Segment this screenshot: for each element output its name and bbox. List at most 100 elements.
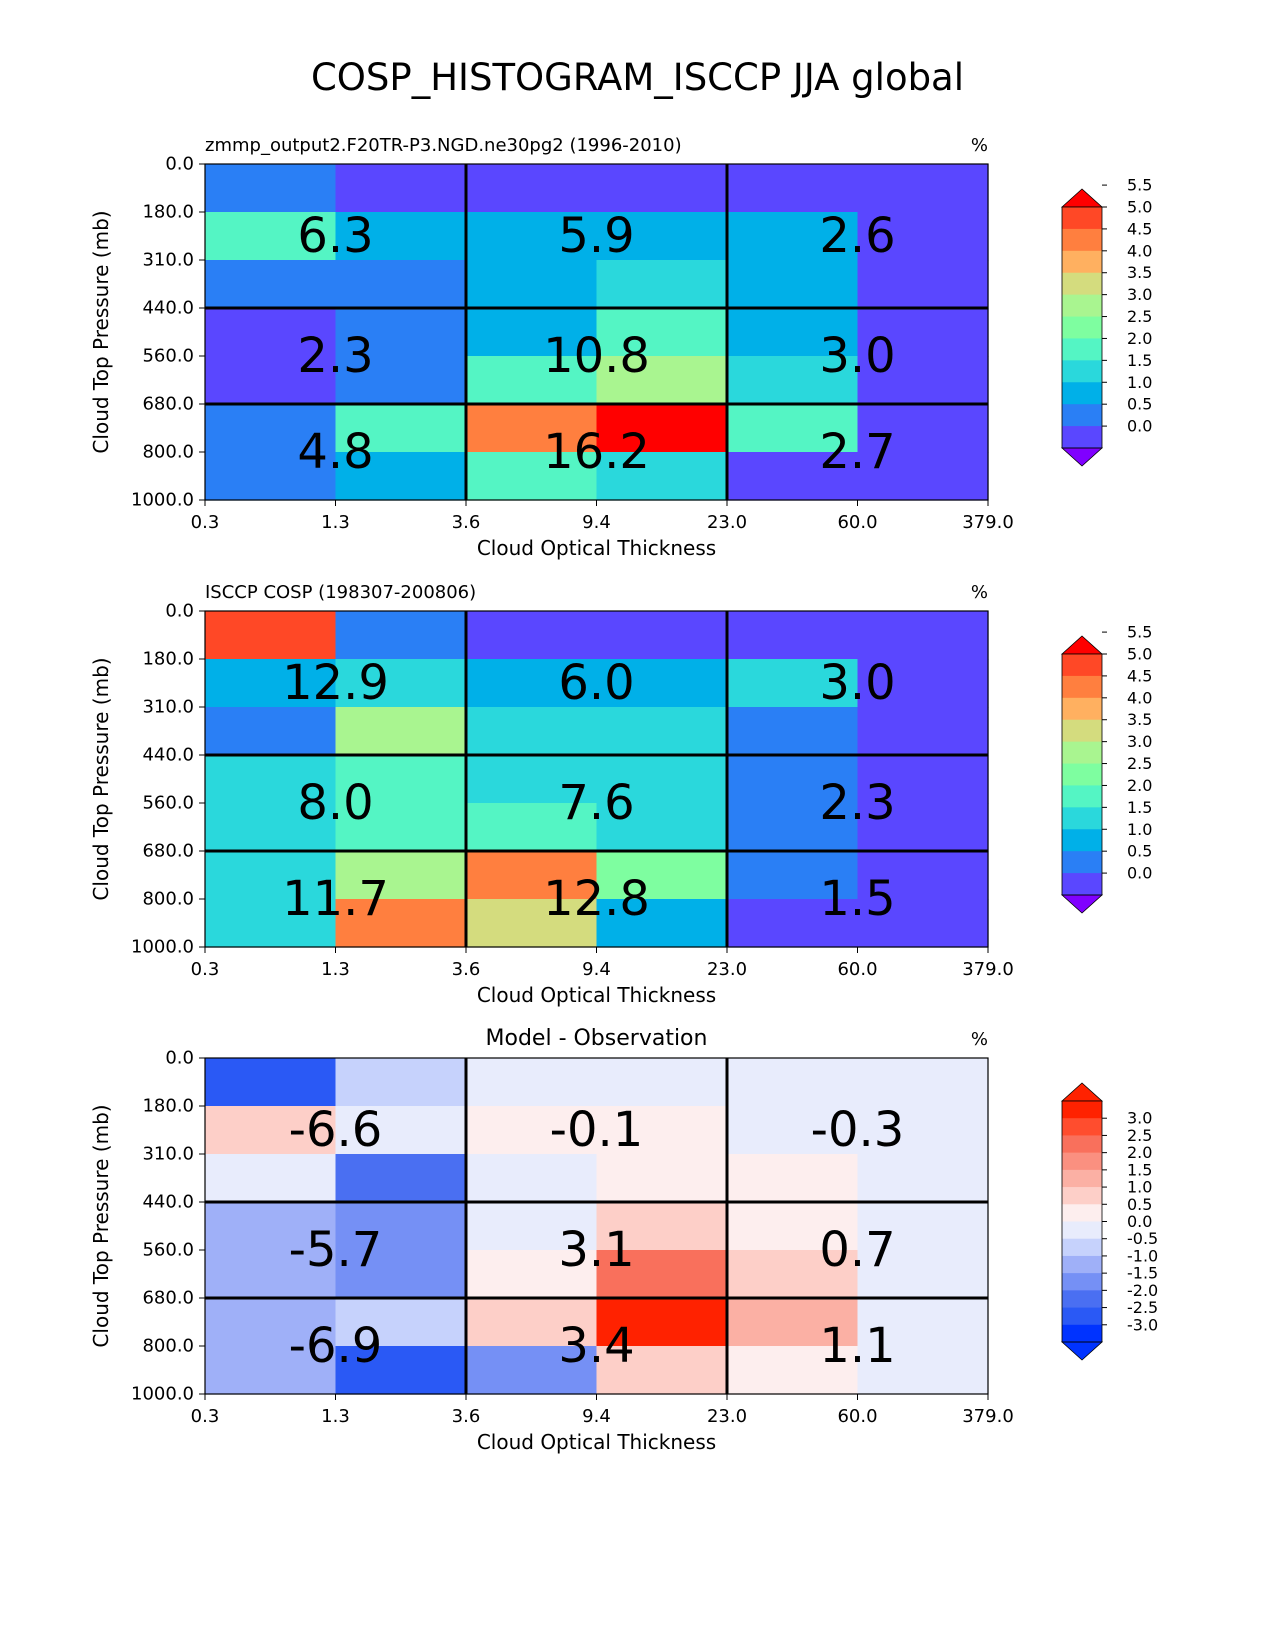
colorbar-tick-label: -2.0: [1127, 1281, 1158, 1300]
heatmap-cell: [335, 851, 467, 900]
heatmap-cell: [335, 164, 467, 213]
heatmap-cell: [205, 1058, 337, 1107]
heatmap-cell: [466, 899, 598, 948]
x-tick-label: 1.3: [321, 512, 350, 533]
heatmap-cell: [727, 1058, 859, 1107]
colorbar-segment: [1062, 697, 1102, 721]
colorbar-segment: [1062, 851, 1102, 874]
heatmap-cell: [205, 755, 337, 804]
y-tick-label: 680.0: [142, 841, 194, 862]
group-value-label: 2.3: [819, 775, 895, 831]
heatmap-cell: [335, 1346, 467, 1395]
heatmap-cell: [466, 611, 598, 660]
heatmap-cell: [857, 1298, 989, 1347]
colorbar-tick-label: 0.0: [1127, 864, 1152, 883]
colorbar-tick-label: 5.0: [1127, 645, 1152, 664]
x-tick-label: 379.0: [962, 512, 1014, 533]
heatmap-cell: [727, 1250, 859, 1299]
heatmap-cell: [205, 803, 337, 852]
heatmap-cell: [466, 404, 598, 453]
heatmap-cell: [596, 164, 728, 213]
x-axis-label: Cloud Optical Thickness: [477, 1430, 716, 1454]
heatmap-cell: [727, 308, 859, 357]
colorbar-tick-label: 5.0: [1127, 198, 1152, 217]
group-value-label: 6.3: [297, 208, 373, 264]
heatmap-cell: [596, 1154, 728, 1203]
heatmap-panel-3: -6.6 -0.1 -0.3 -5.7 3.1 0.7 -6.9 3.4 1.1 0.3 1.3 3.…: [89, 1026, 1158, 1454]
heatmap-cell: [857, 1058, 989, 1107]
colorbar-extend-max: [1060, 188, 1104, 208]
group-value-label: 7.6: [558, 775, 634, 831]
heatmap-cell: [727, 1154, 859, 1203]
heatmap-panel-1: 6.3 5.9 2.6 2.3 10.8 3.0 4.8 16.2 2.7 0.3 1.3 3.6 9.…: [89, 135, 1152, 560]
y-axis-label: Cloud Top Pressure (mb): [89, 210, 113, 453]
colorbar-segment: [1062, 1118, 1102, 1136]
heatmap-cell: [857, 308, 989, 357]
heatmap-cell: [205, 164, 337, 213]
heatmap-cell: [596, 1202, 728, 1251]
group-value-label: 10.8: [543, 328, 650, 384]
group-value-label: 16.2: [543, 424, 650, 480]
heatmap-cell: [335, 1154, 467, 1203]
heatmap-cell: [466, 659, 598, 708]
heatmap-cell: [727, 707, 859, 756]
heatmap-cell: [335, 1250, 467, 1299]
colorbar-segment: [1062, 1273, 1102, 1291]
colorbar-extend-max: [1060, 635, 1104, 655]
colorbar-segment: [1062, 382, 1102, 405]
heatmap-cell: [466, 851, 598, 900]
colorbar-tick-label: 4.0: [1127, 241, 1152, 260]
panel-title-right: %: [971, 135, 988, 156]
heatmap-cell: [466, 803, 598, 852]
heatmap-cell: [727, 164, 859, 213]
heatmap-cell: [727, 851, 859, 900]
heatmap-cell: [727, 1298, 859, 1347]
x-tick-label: 3.6: [452, 512, 481, 533]
colorbar-segment: [1062, 1101, 1102, 1119]
heatmap-cell: [335, 212, 467, 261]
figure-title: COSP_HISTOGRAM_ISCCP JJA global: [310, 56, 965, 99]
heatmap-cell: [205, 356, 337, 405]
heatmap-cell: [466, 164, 598, 213]
heatmap-cell: [466, 260, 598, 309]
group-value-label: 4.8: [297, 424, 373, 480]
colorbar-segment: [1062, 404, 1102, 427]
heatmap-cell: [205, 212, 337, 261]
y-tick-label: 180.0: [142, 202, 194, 223]
colorbar-segment: [1062, 741, 1102, 764]
y-axis-label: Cloud Top Pressure (mb): [89, 657, 113, 900]
colorbar-segment: [1062, 1238, 1102, 1257]
y-tick-label: 1000.0: [131, 490, 194, 511]
heatmap-cell: [857, 611, 989, 660]
group-value-label: 1.1: [819, 1318, 895, 1374]
heatmap-cell: [466, 452, 598, 501]
heatmap-cell: [596, 356, 728, 405]
colorbar-tick-label: 0.0: [1127, 1212, 1152, 1231]
colorbar-segment: [1062, 654, 1102, 677]
heatmap-cell: [857, 164, 989, 213]
heatmap-cell: [727, 1106, 859, 1155]
group-value-label: 1.5: [819, 871, 895, 927]
x-tick-label: 3.6: [452, 959, 481, 980]
heatmap-cell: [727, 659, 859, 708]
heatmap-cell: [205, 308, 337, 357]
group-value-label: 12.9: [282, 655, 389, 711]
colorbar-tick-label: 4.5: [1127, 219, 1152, 238]
group-value-label: -0.1: [550, 1102, 644, 1158]
colorbar-tick-label: 0.5: [1127, 1195, 1152, 1214]
heatmap-cell: [335, 356, 467, 405]
y-tick-label: 0.0: [165, 154, 194, 175]
group-value-label: 0.7: [819, 1222, 895, 1278]
heatmap-cell: [205, 707, 337, 756]
heatmap-cell: [205, 1202, 337, 1251]
heatmap-cell: [466, 1106, 598, 1155]
y-tick-label: 0.0: [165, 1048, 194, 1069]
heatmap-cell: [596, 1058, 728, 1107]
group-value-label: 5.9: [558, 208, 634, 264]
heatmap-cell: [596, 1106, 728, 1155]
heatmap-cell: [596, 1250, 728, 1299]
heatmap-cell: [205, 659, 337, 708]
heatmap-panel-2: 12.9 6.0 3.0 8.0 7.6 2.3 11.7 12.8 1.5 0.3 1.3 3.6 9…: [89, 582, 1152, 1007]
x-tick-label: 1.3: [321, 959, 350, 980]
heatmap-cell: [335, 308, 467, 357]
